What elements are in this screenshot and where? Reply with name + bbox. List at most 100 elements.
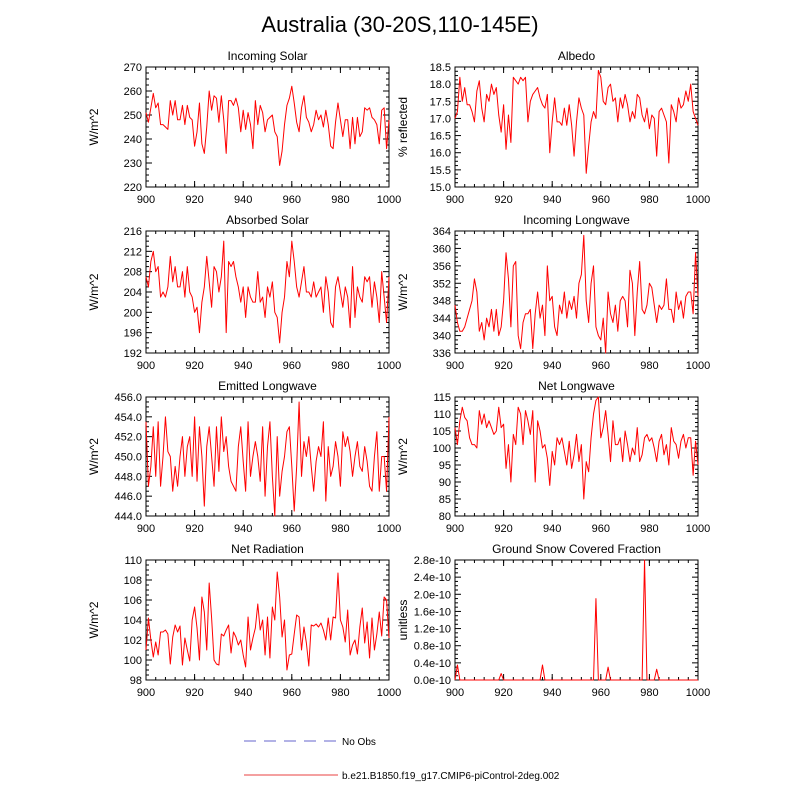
x-tick-label: 940	[234, 194, 252, 206]
x-tick-label: 980	[331, 687, 349, 699]
x-tick-label: 940	[543, 194, 561, 206]
y-tick-label: 204	[124, 287, 142, 299]
x-tick-label: 940	[543, 687, 561, 699]
y-tick-label: 1.6e-10	[414, 606, 451, 618]
x-tick-label: 960	[592, 523, 610, 535]
x-tick-label: 1000	[377, 523, 401, 535]
x-tick-label: 960	[592, 194, 610, 206]
y-tick-label: 450.0	[114, 452, 142, 464]
y-tick-label: 212	[124, 246, 142, 258]
y-tick-label: 270	[124, 62, 142, 74]
y-tick-label: 216	[124, 226, 142, 238]
y-tick-label: 196	[124, 328, 142, 340]
y-axis-label: W/m^2	[87, 438, 101, 475]
series-line	[145, 85, 390, 166]
x-tick-label: 940	[543, 523, 561, 535]
figure-title: Australia (30-20S,110-145E)	[261, 12, 538, 37]
y-tick-label: 106	[124, 595, 142, 607]
y-tick-label: 352	[433, 278, 451, 290]
chart-panel-3: Incoming Longwave W/m^2 336 340 344 348 352 356…	[396, 213, 710, 372]
plot-frame	[454, 230, 699, 354]
series-line	[454, 69, 699, 174]
x-tick-label: 920	[494, 687, 512, 699]
x-tick-label: 900	[137, 194, 155, 206]
x-tick-label: 960	[592, 360, 610, 372]
x-tick-label: 920	[185, 523, 203, 535]
x-tick-label: 920	[494, 360, 512, 372]
panel-title: Absorbed Solar	[226, 213, 309, 227]
y-tick-label: 110	[124, 555, 142, 567]
series-line	[145, 240, 390, 344]
x-tick-label: 960	[283, 523, 301, 535]
x-tick-label: 1000	[686, 687, 710, 699]
y-axis-label: W/m^2	[396, 273, 410, 310]
x-tick-label: 900	[446, 194, 464, 206]
y-tick-label: 100	[433, 443, 451, 455]
y-tick-label: 17.0	[430, 113, 451, 125]
y-tick-label: 115	[433, 392, 451, 404]
y-tick-label: 16.5	[430, 131, 451, 143]
y-tick-label: 104	[124, 615, 142, 627]
x-tick-label: 1000	[377, 687, 401, 699]
chart-panel-1: Albedo % reflected 15.0 15.5 16.0 16.5 17.0 17.…	[396, 49, 710, 206]
y-axis-label: W/m^2	[396, 438, 410, 475]
plot-frame	[454, 396, 699, 517]
y-tick-label: 2.8e-10	[414, 555, 451, 567]
y-tick-label: 102	[124, 635, 142, 647]
x-tick-label: 1000	[686, 194, 710, 206]
y-tick-label: 15.0	[430, 182, 451, 194]
y-axis-label: unitless	[396, 600, 410, 641]
y-tick-label: 444.0	[114, 511, 142, 523]
y-tick-label: 240	[124, 134, 142, 146]
y-tick-label: 360	[433, 243, 451, 255]
y-tick-label: 356	[433, 261, 451, 273]
y-tick-label: 336	[433, 348, 451, 360]
y-tick-label: 90	[439, 477, 451, 489]
y-tick-label: 220	[124, 182, 142, 194]
y-tick-label: 340	[433, 331, 451, 343]
y-tick-label: 456.0	[114, 392, 142, 404]
y-tick-label: 2.4e-10	[414, 572, 451, 584]
chart-panel-2: Absorbed Solar W/m^2 192 196 200 204 208 212 216…	[87, 213, 401, 372]
y-tick-label: 95	[439, 460, 451, 472]
y-tick-label: 454.0	[114, 412, 142, 424]
x-tick-label: 960	[592, 687, 610, 699]
x-tick-label: 900	[137, 687, 155, 699]
chart-panel-7: Ground Snow Covered Fraction unitless 0.0e…	[396, 542, 710, 699]
x-tick-label: 940	[234, 523, 252, 535]
chart-panel-0: Incoming Solar W/m^2 220 230 240 250 260 270 900…	[87, 49, 401, 206]
y-tick-label: 100	[124, 655, 142, 667]
x-tick-label: 960	[283, 360, 301, 372]
series-line	[454, 559, 698, 681]
x-tick-label: 1000	[377, 194, 401, 206]
legend-model-label: b.e21.B1850.f19_g17.CMIP6-piControl-2deg…	[342, 771, 560, 782]
x-tick-label: 940	[234, 687, 252, 699]
y-tick-label: 98	[130, 675, 142, 687]
y-tick-label: 446.0	[114, 491, 142, 503]
panel-title: Net Longwave	[538, 379, 615, 393]
chart-panel-5: Net Longwave W/m^2 80 85 90 95 100 105 110 115 900…	[396, 379, 710, 535]
x-tick-label: 980	[331, 194, 349, 206]
x-tick-label: 920	[494, 194, 512, 206]
legend: No Obs b.e21.B1850.f19_g17.CMIP6-piContr…	[244, 737, 560, 782]
y-tick-label: 0.4e-10	[414, 658, 451, 670]
y-tick-label: 18.5	[430, 62, 451, 74]
y-axis-label: % reflected	[396, 97, 410, 157]
series-line	[454, 234, 699, 354]
y-axis-label: W/m^2	[87, 108, 101, 145]
y-tick-label: 18.0	[430, 79, 451, 91]
x-tick-label: 940	[234, 360, 252, 372]
panel-title: Net Radiation	[231, 542, 304, 556]
y-tick-label: 448.0	[114, 471, 142, 483]
x-tick-label: 980	[640, 687, 658, 699]
x-tick-label: 900	[446, 687, 464, 699]
y-tick-label: 0.8e-10	[414, 641, 451, 653]
plot-frame	[145, 66, 390, 188]
x-tick-label: 980	[331, 523, 349, 535]
y-tick-label: 200	[124, 307, 142, 319]
panel-grid: Incoming SolarW/m^2220230240250260270900…	[87, 49, 710, 699]
y-tick-label: 344	[433, 313, 451, 325]
series-line	[145, 401, 390, 517]
panel-title: Incoming Longwave	[523, 213, 630, 227]
